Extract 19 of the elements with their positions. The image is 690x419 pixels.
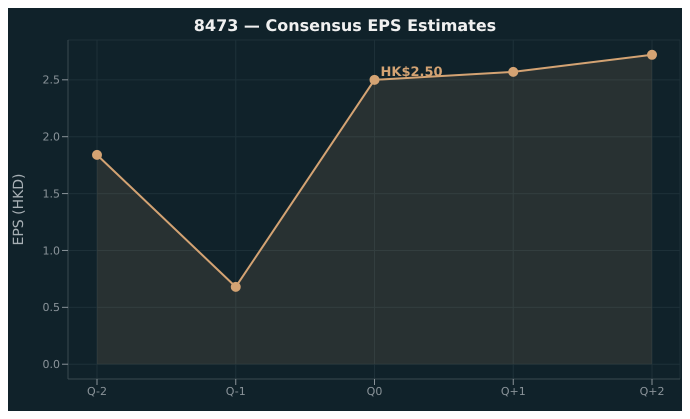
point [92, 150, 102, 160]
y-tick-label: 0.5 [42, 301, 60, 314]
x-tick-label: Q-1 [226, 384, 246, 398]
y-axis-title: EPS (HKD) [10, 173, 27, 246]
y-tick-label: 2.5 [42, 74, 60, 87]
x-tick-label: Q-2 [87, 384, 107, 398]
point [647, 50, 657, 60]
point [230, 282, 241, 292]
y-tick-label: 2.0 [42, 130, 60, 144]
x-tick-label: Q0 [366, 384, 382, 398]
x-tick-label: Q+1 [500, 384, 526, 398]
annotation: HK$2.50 [380, 64, 443, 80]
point [508, 66, 518, 77]
point [370, 74, 380, 85]
y-tick-label: 0.0 [42, 358, 60, 372]
y-tick-label: 1.0 [42, 244, 60, 258]
x-tick-label: Q+2 [640, 384, 664, 398]
chart-title: 8473 — Consensus EPS Estimates [192, 16, 498, 35]
y-tick-label: 1.5 [42, 187, 60, 200]
